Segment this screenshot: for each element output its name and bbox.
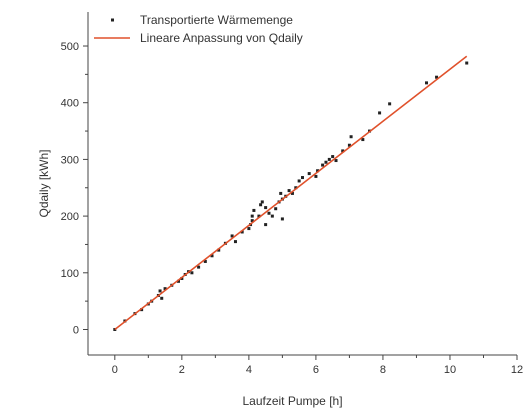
data-point — [435, 75, 439, 79]
data-point — [316, 169, 320, 173]
data-point — [203, 259, 207, 263]
fit-line — [114, 55, 468, 331]
data-point — [349, 135, 353, 139]
data-point — [274, 207, 278, 211]
x-tick-label: 2 — [179, 364, 185, 376]
data-point — [197, 265, 201, 269]
x-axis-title: Laufzeit Pumpe [h] — [242, 394, 342, 408]
data-point — [280, 217, 284, 221]
data-point — [240, 230, 244, 234]
data-point — [297, 179, 301, 183]
x-tick-label: 4 — [246, 364, 252, 376]
data-point — [217, 248, 221, 252]
data-point — [341, 149, 345, 153]
plot-area — [113, 55, 469, 331]
x-tick-label: 10 — [444, 364, 456, 376]
data-point — [279, 191, 283, 195]
data-point — [425, 81, 429, 85]
data-point — [331, 155, 335, 159]
data-point — [361, 138, 365, 142]
x-tick-label: 6 — [313, 364, 319, 376]
data-point — [388, 102, 392, 106]
x-tick-label: 12 — [511, 364, 523, 376]
y-tick-label: 100 — [61, 268, 79, 280]
data-point — [233, 240, 237, 244]
data-point — [247, 227, 251, 231]
data-point — [230, 234, 234, 238]
y-axis-title: Qdaily [kWh] — [37, 149, 51, 217]
data-point — [465, 61, 469, 65]
data-point — [257, 214, 261, 218]
data-point — [324, 160, 328, 164]
data-point — [210, 254, 214, 258]
data-point — [287, 189, 291, 193]
data-point — [321, 163, 325, 167]
y-tick-label: 0 — [73, 324, 79, 336]
data-point — [190, 271, 194, 275]
axes: 0 2 4 6 8 10 12 0 100 200 300 400 500 Laufzeit Pumpe … — [37, 12, 523, 408]
data-point — [250, 219, 254, 223]
data-point — [334, 159, 338, 163]
data-point — [259, 203, 263, 207]
data-point — [260, 200, 264, 204]
data-point — [160, 296, 164, 300]
x-tick-label: 0 — [112, 364, 118, 376]
data-point — [264, 223, 268, 227]
data-point — [250, 214, 254, 218]
data-point — [314, 174, 318, 178]
data-point — [176, 279, 180, 283]
data-point — [267, 211, 271, 215]
data-point — [327, 157, 331, 161]
legend-label: Lineare Anpassung von Qdaily — [140, 31, 303, 45]
y-tick-label: 200 — [61, 211, 79, 223]
legend-marker-swatch — [111, 18, 114, 22]
data-point — [294, 186, 298, 190]
data-point — [252, 208, 256, 212]
data-point — [180, 276, 184, 280]
data-point — [264, 206, 268, 210]
data-point — [163, 287, 167, 291]
data-point — [290, 191, 294, 195]
y-tick-label: 400 — [61, 98, 79, 110]
data-point — [301, 176, 304, 180]
x-tick-label: 8 — [380, 364, 386, 376]
y-tick-label: 500 — [61, 41, 79, 53]
data-point — [347, 143, 351, 147]
data-point — [158, 289, 162, 293]
legend: Transportierte Wärmemenge Lineare Anpassu… — [94, 13, 303, 45]
data-point — [307, 172, 311, 176]
data-point — [378, 111, 382, 115]
data-point — [270, 214, 274, 218]
legend-label: Transportierte Wärmemenge — [140, 13, 293, 27]
y-tick-label: 300 — [61, 154, 79, 166]
